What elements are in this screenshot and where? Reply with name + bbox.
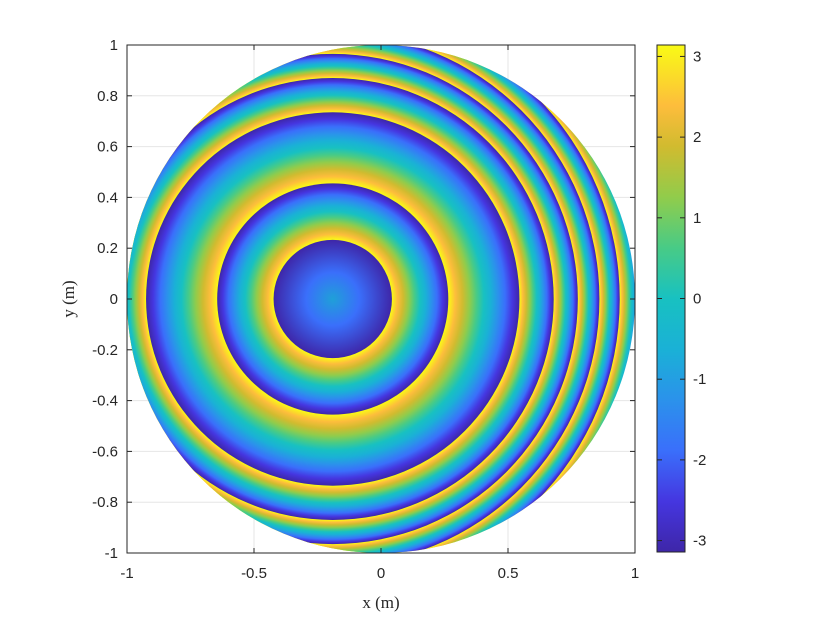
x-axis-label: x (m)	[362, 593, 399, 612]
colorbar-tick-label: 0	[693, 291, 701, 308]
y-tick-label: 0.4	[97, 189, 118, 206]
y-tick-label: 0.2	[97, 240, 118, 257]
colorbar-tick-label: -3	[693, 533, 706, 550]
y-tick-label: 0.8	[97, 88, 118, 105]
y-tick-label: 1	[110, 37, 118, 54]
y-axis-label: y (m)	[59, 280, 78, 317]
colorbar-ticks: 3 2 1 0 -1 -2 -3	[657, 48, 706, 550]
colorbar: 3 2 1 0 -1 -2 -3	[656, 44, 706, 553]
colorbar-tick-label: 3	[693, 48, 701, 65]
y-tick-label: -0.2	[92, 342, 118, 359]
colorbar-tick-label: -1	[693, 371, 706, 388]
y-tick-label: 0	[110, 291, 118, 308]
x-tick-label: -0.5	[241, 565, 267, 582]
plot-area: -1 -0.5 0 0.5 1 1 0.8 0.6 0.4 0.2 0 -0.2 -0.4 -0.6 -0…	[92, 37, 639, 582]
y-tick-label: -0.4	[92, 393, 118, 410]
x-tick-label: 0.5	[498, 565, 519, 582]
x-tick-label: 0	[377, 565, 385, 582]
x-axis: -1 -0.5 0 0.5 1	[120, 45, 639, 582]
colorbar-tick-label: 2	[693, 129, 701, 146]
x-tick-label: 1	[631, 565, 639, 582]
phase-ring-0	[273, 239, 392, 359]
colorbar-tick-label: -2	[693, 452, 706, 469]
y-tick-label: -0.8	[92, 494, 118, 511]
y-tick-label: -1	[105, 545, 118, 562]
y-tick-label: -0.6	[92, 443, 118, 460]
y-axis: 1 0.8 0.6 0.4 0.2 0 -0.2 -0.4 -0.6 -0.8 -1	[92, 37, 635, 562]
x-tick-label: -1	[120, 565, 133, 582]
colorbar-tick-label: 1	[693, 210, 701, 227]
y-tick-label: 0.6	[97, 139, 118, 156]
